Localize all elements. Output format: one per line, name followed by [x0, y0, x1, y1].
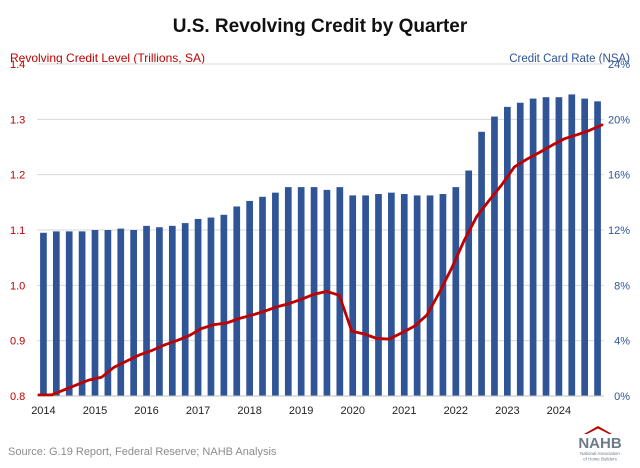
x-axis-tick-label: 2023: [495, 405, 519, 417]
left-axis-tick-label: 1.0: [10, 280, 25, 292]
source-note: Source: G.19 Report, Federal Reserve; NA…: [8, 446, 277, 458]
nahb-logo: NAHB National Association of Home Builde…: [578, 426, 622, 462]
x-axis-tick-label: 2018: [237, 405, 261, 417]
left-axis-tick-label: 0.8: [10, 391, 25, 403]
bar: [297, 187, 305, 396]
bar: [130, 230, 137, 396]
x-axis-tick-label: 2014: [31, 405, 55, 417]
right-axis-tick-label: 8%: [614, 280, 630, 292]
bar: [168, 225, 176, 396]
bar: [375, 194, 382, 396]
bar: [323, 189, 331, 396]
right-axis-title: Credit Card Rate (NSA): [509, 53, 630, 65]
bar: [581, 98, 589, 396]
bar: [52, 231, 60, 396]
bar: [594, 101, 601, 396]
x-axis-tick-label: 2019: [289, 405, 313, 417]
right-axis-tick-label: 16%: [608, 170, 630, 182]
bar: [65, 231, 73, 396]
left-axis-tick-label: 1.2: [10, 170, 25, 182]
bar: [78, 231, 86, 396]
x-axis-tick-label: 2021: [392, 405, 416, 417]
bar: [207, 217, 215, 396]
bar: [194, 218, 202, 396]
bar: [529, 98, 537, 396]
logo-wordmark: NAHB: [578, 435, 621, 452]
bar: [555, 97, 563, 396]
x-axis-tick-label: 2017: [186, 405, 210, 417]
bar: [439, 194, 447, 396]
logo-roof-icon: [584, 426, 612, 434]
bar: [143, 225, 150, 396]
bar: [336, 187, 344, 396]
bar: [117, 228, 125, 396]
bar: [491, 116, 498, 397]
bar: [478, 131, 485, 397]
bar: [91, 230, 99, 396]
bar: [246, 200, 253, 396]
right-axis-tick-label: 12%: [608, 225, 630, 237]
bar: [568, 94, 576, 396]
bar: [233, 206, 241, 396]
chart-title: U.S. Revolving Credit by Quarter: [172, 16, 468, 37]
x-axis-tick-label: 2015: [83, 405, 107, 417]
right-axis-tick-label: 24%: [608, 59, 630, 71]
left-axis-title: Revolving Credit Level (Trillions, SA): [10, 51, 205, 65]
bar: [400, 194, 408, 396]
bar: [426, 195, 434, 396]
bar: [220, 214, 228, 396]
bar: [104, 230, 112, 396]
logo-subtitle-line1: National Association: [580, 451, 620, 456]
right-axis-tick-label: 4%: [614, 336, 630, 348]
left-axis-tick-label: 1.1: [10, 225, 25, 237]
left-axis-tick-label: 1.4: [10, 59, 25, 71]
bar: [362, 195, 369, 396]
bar: [349, 195, 357, 396]
bar: [388, 192, 395, 396]
x-axis-tick-label: 2022: [444, 405, 468, 417]
bar: [452, 187, 460, 396]
bar: [284, 187, 292, 396]
bar: [413, 195, 421, 396]
bar: [272, 192, 279, 396]
bar: [504, 106, 511, 396]
left-axis-tick-label: 0.9: [10, 336, 25, 348]
x-axis-tick-label: 2016: [134, 405, 158, 417]
left-axis-tick-label: 1.3: [10, 114, 25, 126]
bar: [310, 187, 318, 396]
bar: [465, 170, 473, 396]
bar: [542, 97, 550, 396]
revolving-credit-line: [37, 123, 604, 397]
bar: [156, 227, 163, 396]
right-axis-tick-label: 0%: [614, 391, 630, 403]
logo-subtitle-line2: of Home Builders: [583, 457, 617, 462]
bar: [181, 223, 189, 396]
right-axis-tick-label: 20%: [608, 114, 630, 126]
x-axis-tick-label: 2024: [547, 405, 571, 417]
bar: [259, 196, 266, 396]
x-axis-tick-label: 2020: [340, 405, 364, 417]
bar: [40, 232, 47, 396]
bar: [516, 102, 524, 396]
